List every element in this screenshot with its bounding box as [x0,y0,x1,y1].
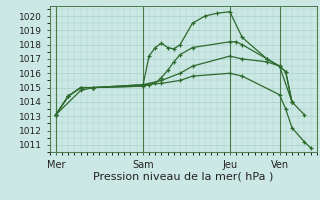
X-axis label: Pression niveau de la mer( hPa ): Pression niveau de la mer( hPa ) [93,171,273,181]
